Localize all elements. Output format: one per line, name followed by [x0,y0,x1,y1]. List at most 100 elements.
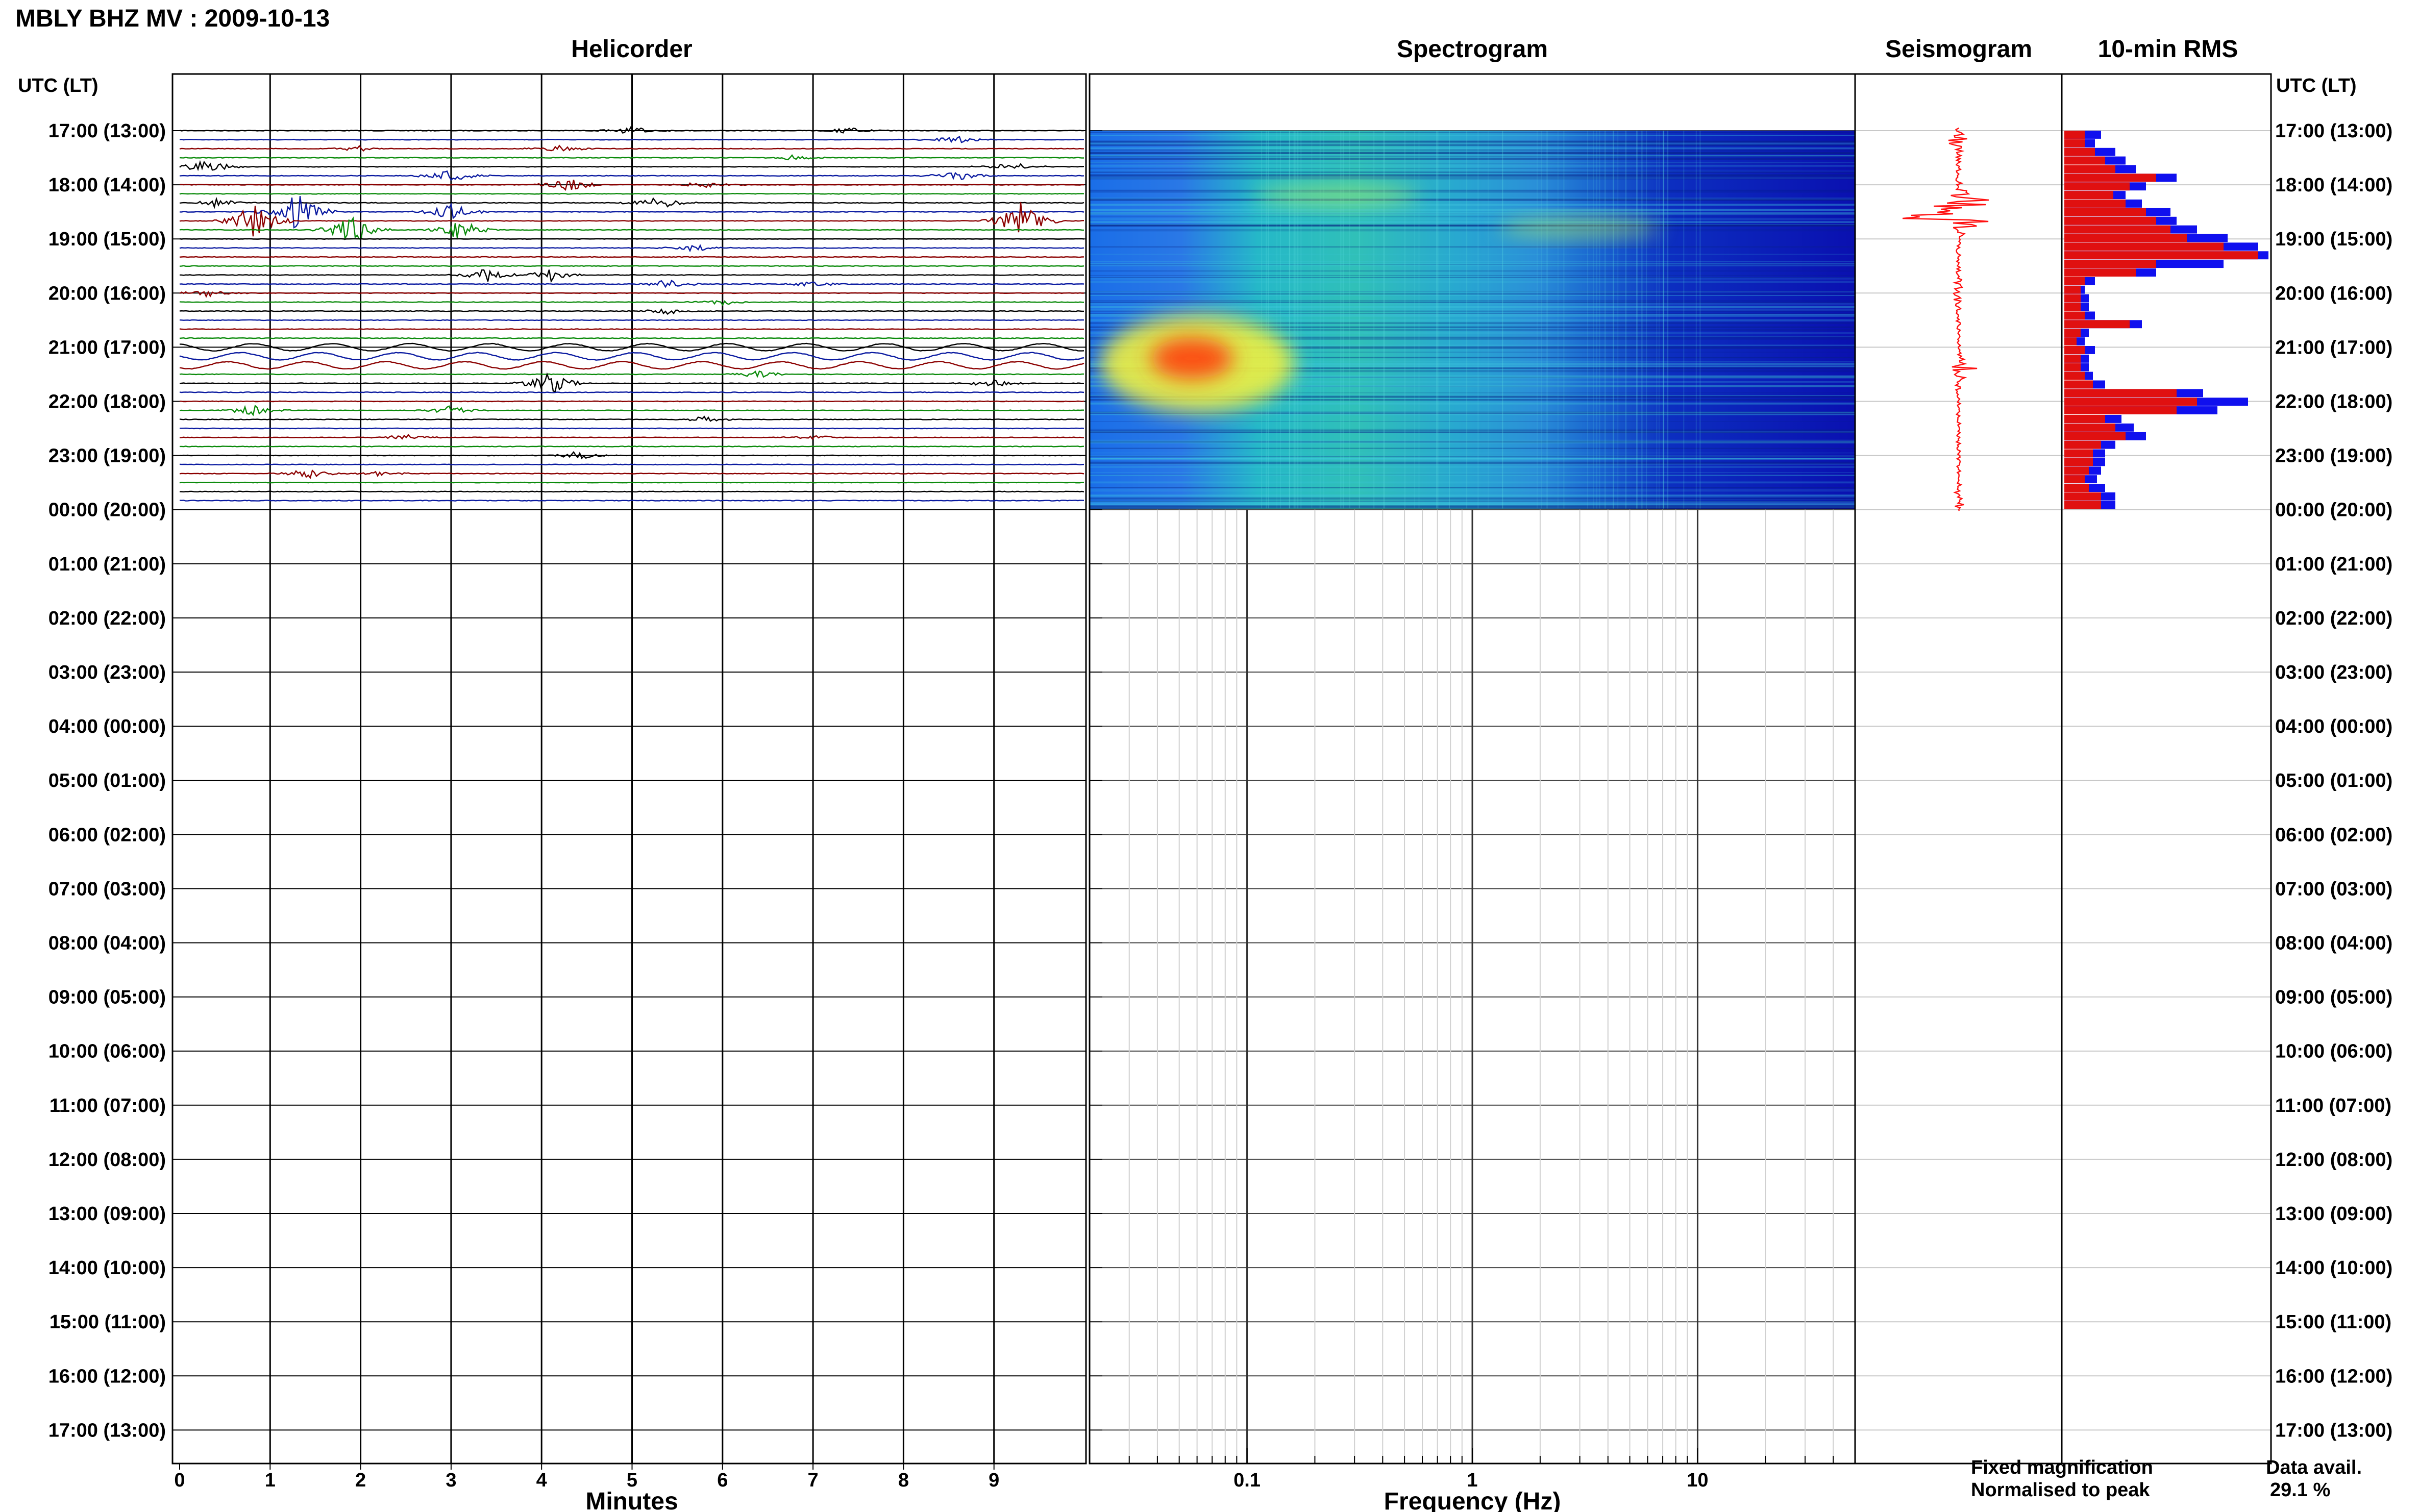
spectrogram-xlabel: Frequency (Hz) [1384,1488,1561,1512]
rms-bar-normalised [2064,432,2126,440]
spectrogram-row [1090,320,1855,322]
helicorder-trace [179,144,1084,152]
spectrogram-row [1090,498,1855,500]
spectrogram-row [1090,147,1855,150]
helicorder-trace [179,154,1084,161]
rms-bar-normalised [2064,277,2085,285]
spectrogram-row [1090,162,1855,164]
spectrogram-row [1090,291,1855,293]
spectrogram-row [1090,149,1855,152]
rms-bar-normalised [2064,225,2170,234]
spectrogram-row [1090,431,1855,433]
hour-label-right: 23:00 (19:00) [2275,445,2392,467]
spectrogram-row [1090,501,1855,503]
spectrogram-row [1090,190,1855,193]
hour-label-left: 02:00 (22:00) [48,608,166,629]
spectrogram-column [1656,131,1658,509]
hour-label-right: 10:00 (06:00) [2275,1041,2392,1062]
spectrogram-column [1295,131,1296,509]
hour-label-right: 02:00 (22:00) [2275,608,2392,629]
helicorder-x-tick-label: 9 [989,1470,999,1491]
spectrogram-column [1563,131,1565,509]
spectrogram-row [1090,346,1855,349]
spectrogram-row [1090,156,1855,157]
helicorder-x-tick-label: 4 [536,1470,547,1491]
helicorder-trace [179,469,1084,479]
spectrogram-column [1636,131,1638,509]
helicorder-trace [179,126,1084,134]
rms-bar-normalised [2064,182,2130,191]
spectrogram-row [1090,310,1855,312]
spectrogram-row [1090,376,1855,379]
spectrogram-row [1090,132,1855,133]
legend-normalised: Normalised to peak [1971,1479,2150,1501]
spectrogram-row [1090,322,1855,324]
hour-label-left: 10:00 (06:00) [48,1041,166,1062]
spectrogram-row [1090,503,1855,505]
spectrogram-row [1090,475,1855,476]
spectrogram-row [1090,357,1855,359]
spectrogram-column [1293,131,1295,509]
spectrogram-row [1090,309,1855,311]
hour-label-left: 08:00 (04:00) [48,933,166,954]
spectrogram-row [1090,487,1855,488]
rms-bar-normalised [2064,398,2197,406]
spectrogram-column [1663,131,1664,509]
helicorder-trace [179,196,1084,209]
spectrogram-column [1641,131,1642,509]
spectrogram-column [1384,131,1386,509]
rms-bar-normalised [2064,216,2156,225]
helicorder-trace [179,434,1084,440]
hour-label-right: 17:00 (13:00) [2275,120,2392,142]
panel-frames [171,73,2272,1465]
spectrogram-row [1090,224,1855,225]
spectrogram-row [1090,275,1855,276]
spectrogram-row [1090,399,1855,401]
rms-bar-normalised [2064,329,2081,337]
spectrogram-row [1090,495,1855,498]
spectrogram-column [1340,131,1342,509]
spectrogram-row [1090,225,1855,227]
rms-bar-normalised [2064,320,2130,329]
spectrogram-column [1280,131,1281,509]
hour-label-right: 06:00 (02:00) [2275,824,2392,846]
spectrogram-column [1599,131,1600,509]
helicorder-trace [180,445,1084,448]
spectrogram-row [1090,489,1855,492]
spectrogram-column [1488,131,1489,509]
helicorder-trace [179,308,1084,315]
spectrogram-row [1090,503,1855,506]
hour-label-left: 13:00 (09:00) [48,1203,166,1225]
panel-frame [2061,73,2272,1465]
spectrogram-row [1090,177,1855,180]
spectrogram-column [1659,131,1660,509]
helicorder-trace [179,463,1084,466]
hour-label-right: 07:00 (03:00) [2275,878,2392,900]
hour-label-right: 15:00 (11:00) [2275,1311,2391,1333]
rms-bar-normalised [2064,311,2085,320]
spectrogram-row [1090,168,1855,169]
helicorder-x-tick-label: 3 [446,1470,456,1491]
spectrogram-row [1090,357,1855,358]
rms-bar-normalised [2064,371,2085,380]
helicorder-x-tick-label: 2 [355,1470,366,1491]
rms-bar-normalised [2064,285,2081,294]
hour-label-right: 18:00 (14:00) [2275,175,2392,196]
spectrogram-row [1090,155,1855,157]
spectrogram-row [1090,403,1855,405]
hour-label-right: 21:00 (17:00) [2275,337,2392,358]
spectrogram-row [1090,189,1855,191]
helicorder-trace [179,405,1084,416]
hour-label-right: 00:00 (20:00) [2275,500,2392,521]
spectrogram-row [1090,221,1855,223]
helicorder-trace [179,481,1084,484]
helicorder-trace [179,451,1084,460]
spectrogram-row [1090,432,1855,433]
rms-bar-normalised [2064,406,2177,414]
utc-label-right: UTC (LT) [2276,75,2357,96]
spectrogram-row [1090,385,1855,387]
spectrogram-row [1090,392,1855,393]
hour-label-left: 22:00 (18:00) [48,391,166,413]
spectrogram-row [1090,158,1855,160]
spectrogram-column [1436,131,1438,509]
